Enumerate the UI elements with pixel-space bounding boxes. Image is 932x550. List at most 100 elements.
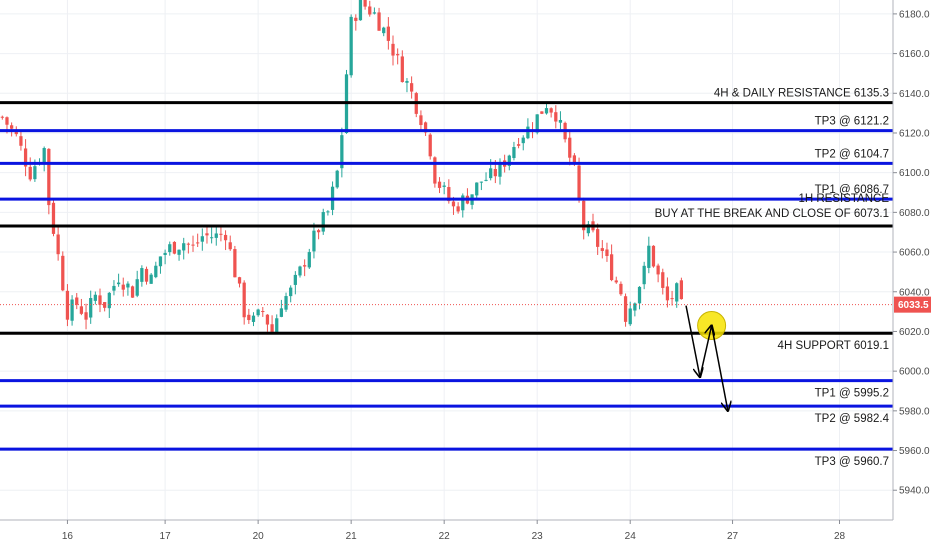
candle-body xyxy=(65,290,70,320)
candle-body xyxy=(400,56,404,83)
candle-body xyxy=(284,296,288,310)
time-tick-label-6: 24 xyxy=(625,531,637,542)
time-tick-label-0: 16 xyxy=(62,531,74,542)
candle-body xyxy=(675,283,679,302)
candle-body xyxy=(186,243,190,245)
candle-body xyxy=(516,144,521,146)
time-axis[interactable]: 16 17 20 21 22 23 24 27 28 xyxy=(0,519,932,550)
candle-body xyxy=(177,249,181,255)
candle-body xyxy=(107,292,111,309)
candle-body xyxy=(51,202,56,234)
level-label-8: TP3 @ 5960.7 xyxy=(815,456,889,468)
candle-body xyxy=(451,201,456,207)
candle-body xyxy=(158,256,163,267)
price-tick-label-9: 6000.0 xyxy=(899,367,930,378)
level-label-0: 4H & DAILY RESISTANCE 6135.3 xyxy=(714,88,889,100)
projection-arrow-0[interactable] xyxy=(685,305,700,377)
candle-body xyxy=(368,6,372,15)
candle-body xyxy=(382,27,386,34)
candle-body xyxy=(605,249,609,256)
candle-body xyxy=(233,249,237,278)
candle-body xyxy=(237,277,242,284)
candle-body xyxy=(642,265,646,285)
candle-body xyxy=(540,111,544,114)
candle-body xyxy=(200,236,204,242)
candle-body xyxy=(656,265,660,275)
candle-body xyxy=(637,286,642,304)
candle-body xyxy=(498,162,502,177)
price-axis[interactable]: 6180.0 6160.0 6140.0 6120.0 6100.0 6080.0 6060… xyxy=(892,0,932,550)
candle-body xyxy=(493,168,497,177)
candle-body xyxy=(456,206,460,212)
time-tick-label-1: 17 xyxy=(160,531,172,542)
time-tick-label-5: 23 xyxy=(532,531,544,542)
candle-body xyxy=(326,211,330,213)
candle-body xyxy=(572,155,577,165)
time-tick-label-8: 28 xyxy=(834,531,846,542)
current-price-badge xyxy=(894,296,931,313)
price-tick-label-12: 5940.0 xyxy=(899,486,930,497)
candle-body xyxy=(586,224,590,234)
price-tick-label-0: 6180.0 xyxy=(899,9,930,20)
candle-body xyxy=(554,112,558,122)
candle-body xyxy=(205,233,209,236)
time-tick-label-2: 20 xyxy=(253,531,265,542)
level-label-4: 1H RESISTANCE xyxy=(798,193,889,205)
candle-body xyxy=(293,274,297,285)
candle-body xyxy=(377,12,381,31)
candle-body xyxy=(242,282,246,318)
candle-body xyxy=(558,119,563,123)
candle-body xyxy=(600,248,604,251)
candle-body xyxy=(614,280,618,283)
candle-body xyxy=(354,17,358,21)
candle-body xyxy=(349,16,353,76)
candle-body xyxy=(679,280,684,300)
candle-body xyxy=(609,254,614,281)
candle-body xyxy=(84,312,88,320)
drawing-annotations xyxy=(685,305,728,411)
time-axis-bg xyxy=(0,520,932,550)
candle-body xyxy=(619,283,623,295)
level-label-1: TP3 @ 6121.2 xyxy=(815,116,889,128)
candle-body xyxy=(103,302,107,308)
candle-body xyxy=(23,148,28,167)
candle-body xyxy=(507,155,511,166)
candle-body xyxy=(247,314,251,321)
candle-body xyxy=(442,185,446,187)
candle-body xyxy=(89,298,93,318)
candle-body xyxy=(19,136,23,146)
candle-body xyxy=(312,230,316,252)
candle-body xyxy=(316,230,321,233)
candle-body xyxy=(321,212,325,232)
projection-arrow-1[interactable] xyxy=(699,325,712,378)
price-tick-label-7: 6040.0 xyxy=(899,287,930,298)
candle-body xyxy=(298,266,302,276)
candle-body xyxy=(568,137,572,158)
candle-body xyxy=(270,324,274,333)
candle-body xyxy=(489,168,493,179)
candle-body xyxy=(0,116,4,118)
candle-body xyxy=(405,81,409,83)
price-tick-label-4: 6100.0 xyxy=(899,168,930,179)
candle-body xyxy=(256,309,260,316)
price-tick-label-2: 6140.0 xyxy=(899,89,930,100)
candle-body xyxy=(75,297,79,305)
candle-body xyxy=(661,272,665,288)
level-label-6: TP1 @ 5995.2 xyxy=(815,388,889,400)
candle-body xyxy=(219,233,223,235)
candle-body xyxy=(358,0,363,21)
candle-body xyxy=(33,166,37,180)
level-label-5: 4H SUPPORT 6019.1 xyxy=(778,340,889,352)
current-price-label: 6033.5 xyxy=(898,300,929,311)
candle-body xyxy=(275,318,279,334)
candle-body xyxy=(544,108,549,114)
candle-body xyxy=(42,148,46,164)
candle-body xyxy=(428,134,432,157)
candle-body xyxy=(647,245,651,268)
candle-body xyxy=(372,12,377,14)
projection-arrow-2[interactable] xyxy=(710,325,728,410)
candle-body xyxy=(116,282,121,285)
candle-body xyxy=(391,43,395,56)
